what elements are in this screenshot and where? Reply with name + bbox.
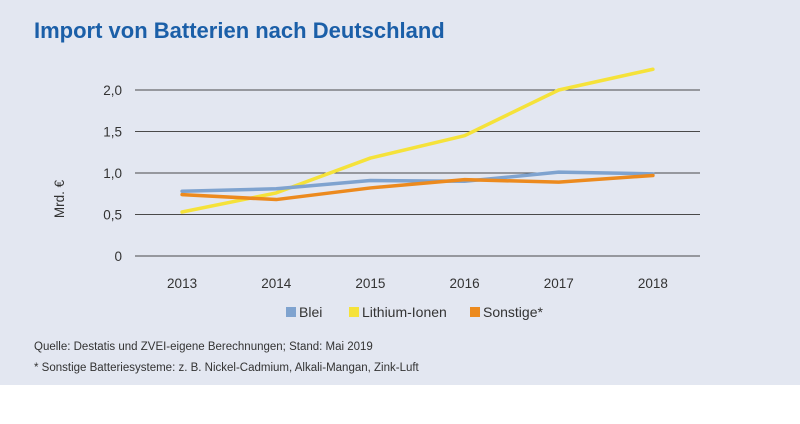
legend-swatch — [349, 307, 359, 317]
y-tick-label: 1,0 — [103, 166, 122, 181]
chart-panel — [0, 0, 800, 385]
x-tick-label: 2017 — [544, 276, 574, 291]
legend-label: Blei — [299, 304, 322, 320]
x-tick-label: 2016 — [450, 276, 480, 291]
legend: Blei Lithium-Ionen Sonstige* — [286, 304, 543, 320]
y-tick-label: 0,5 — [103, 208, 122, 223]
series-lines — [180, 67, 655, 214]
x-tick-labels: 2013 2014 2015 2016 2017 2018 — [167, 276, 668, 291]
source-note: Quelle: Destatis und ZVEI-eigene Berechn… — [34, 341, 373, 353]
footnote: * Sonstige Batteriesysteme: z. B. Nickel… — [34, 362, 419, 374]
series-line-blei — [180, 170, 655, 194]
x-tick-label: 2015 — [355, 276, 385, 291]
legend-label: Lithium-Ionen — [362, 304, 447, 320]
x-tick-label: 2018 — [638, 276, 668, 291]
y-tick-label: 0 — [114, 249, 122, 264]
y-tick-labels: 0 0,5 1,0 1,5 2,0 — [103, 83, 122, 264]
y-tick-label: 2,0 — [103, 83, 122, 98]
y-axis-label: Mrd. € — [52, 179, 67, 218]
legend-label: Sonstige* — [483, 304, 543, 320]
x-tick-label: 2013 — [167, 276, 197, 291]
chart-title: Import von Batterien nach Deutschland — [34, 18, 445, 43]
series-line-sonstige — [180, 173, 655, 202]
x-tick-label: 2014 — [261, 276, 292, 291]
y-tick-label: 1,5 — [103, 125, 122, 140]
legend-swatch — [286, 307, 296, 317]
line-chart: 0 0,5 1,0 1,5 2,0 2013 2014 2015 2016 2017 2018 M… — [52, 67, 700, 320]
legend-swatch — [470, 307, 480, 317]
series-line-lithium-ionen — [180, 67, 655, 214]
